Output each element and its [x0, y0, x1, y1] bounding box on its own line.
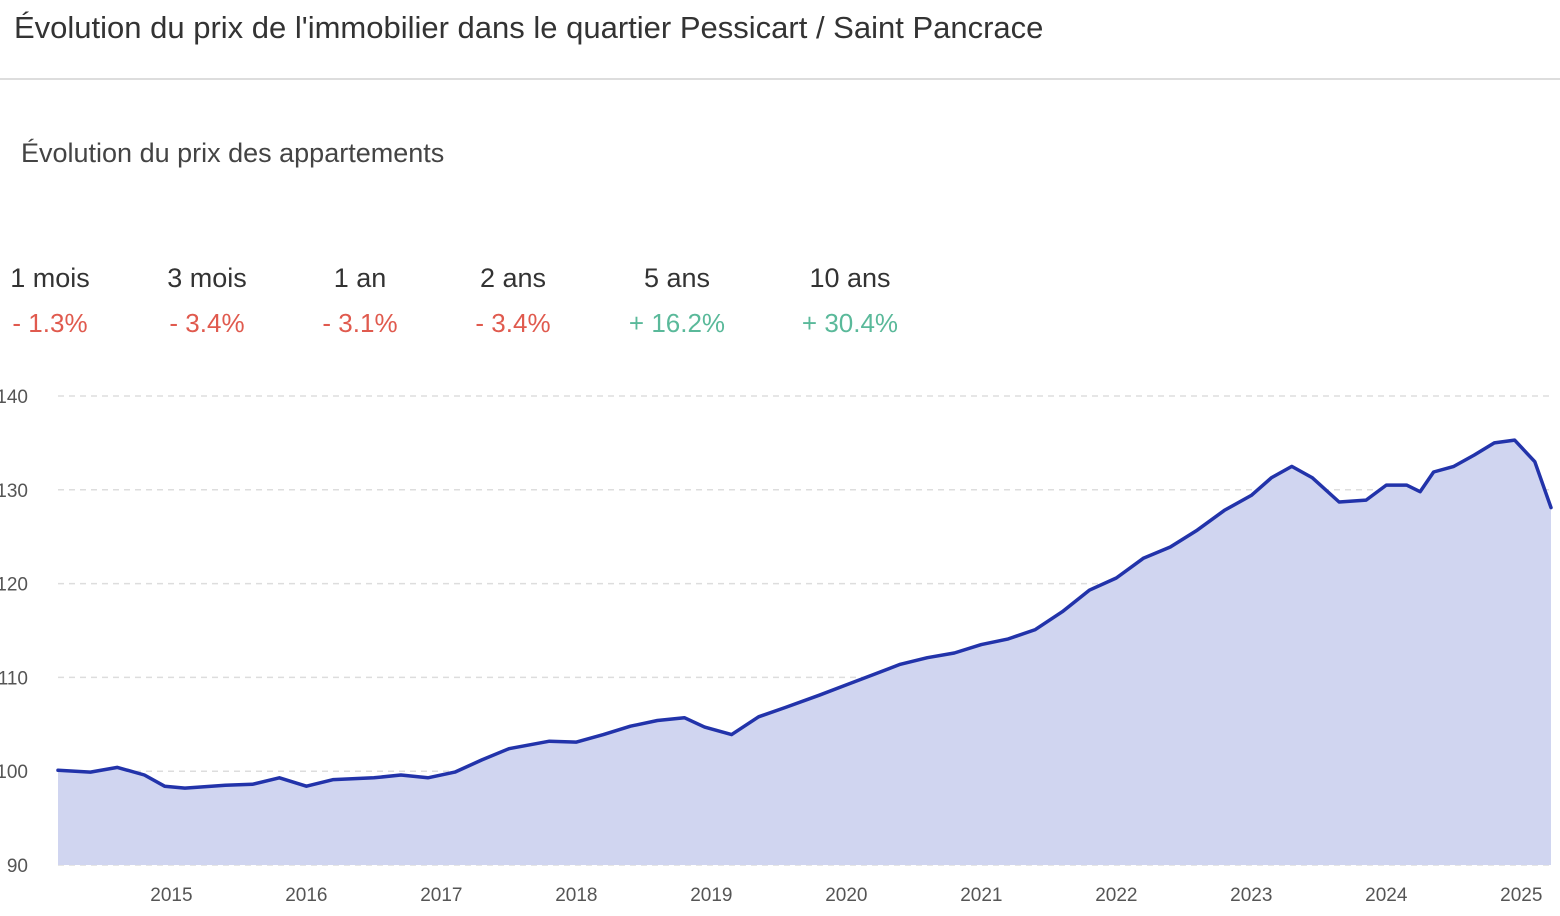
stat-change: - 3.4%: [169, 308, 244, 338]
x-tick-label: 2016: [285, 885, 327, 906]
stat-period: 2 ans: [480, 263, 546, 293]
y-tick-label: 100: [0, 762, 28, 783]
stat-period: 1 an: [334, 263, 387, 293]
y-tick-label: 90: [7, 856, 28, 877]
x-tick-label: 2018: [555, 885, 597, 906]
x-tick-label: 2019: [690, 885, 732, 906]
stat-change: - 3.1%: [322, 308, 397, 338]
stat-change: - 1.3%: [12, 308, 87, 338]
stat-change: - 3.4%: [475, 308, 550, 338]
y-tick-label: 110: [0, 668, 28, 689]
line: [56, 438, 1553, 790]
x-tick-label: 2020: [825, 885, 867, 906]
area-fill: [58, 440, 1551, 865]
stat-period: 5 ans: [644, 263, 710, 293]
stat-period: 10 ans: [809, 263, 890, 293]
stat-change: + 16.2%: [629, 308, 725, 338]
stat-change: + 30.4%: [802, 308, 898, 338]
x-tick-label: 2025: [1500, 885, 1542, 906]
y-tick-label: 120: [0, 575, 28, 596]
stat-period: 1 mois: [10, 263, 90, 293]
x-tick-label: 2021: [960, 885, 1002, 906]
x-tick-label: 2022: [1095, 885, 1137, 906]
stat-period: 3 mois: [167, 263, 247, 293]
page-title: Évolution du prix de l'immobilier dans l…: [14, 10, 1043, 45]
x-tick-label: 2015: [150, 885, 192, 906]
chart-title: Évolution du prix des appartements: [21, 138, 444, 168]
y-tick-label: 130: [0, 481, 28, 502]
y-tick-label: 140: [0, 387, 28, 408]
x-tick-label: 2024: [1365, 885, 1408, 906]
x-tick-label: 2017: [420, 885, 462, 906]
x-tick-label: 2023: [1230, 885, 1272, 906]
